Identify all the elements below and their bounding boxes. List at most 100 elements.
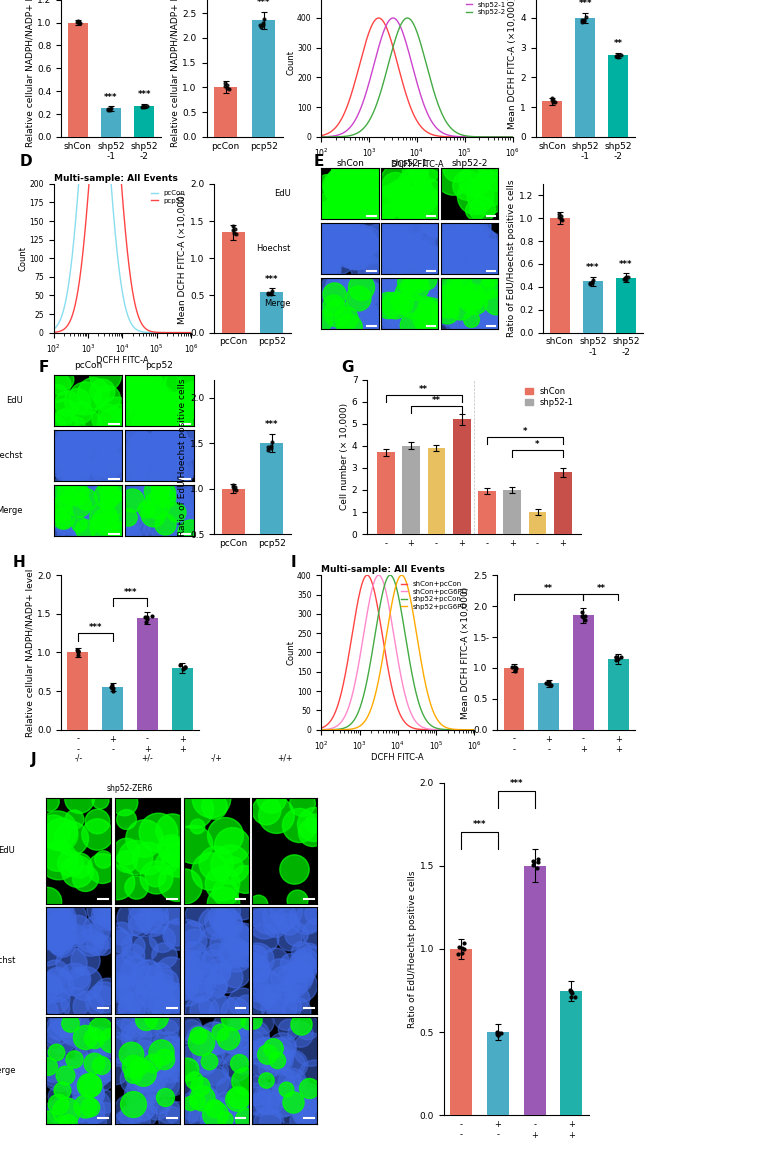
Point [461, 176, 474, 195]
Point [402, 299, 415, 318]
Point [362, 285, 374, 304]
Point [358, 317, 370, 336]
Point [399, 302, 411, 321]
Point [260, 1071, 272, 1089]
Point [146, 1053, 158, 1072]
Point [288, 1092, 300, 1111]
Point [249, 964, 261, 983]
Text: shp52-ZER6: shp52-ZER6 [107, 784, 153, 792]
Point [400, 292, 412, 311]
Point [278, 1038, 290, 1057]
Point [115, 924, 127, 943]
Point [259, 1040, 272, 1059]
Point [332, 310, 344, 329]
Point [409, 236, 422, 255]
Point [122, 463, 134, 481]
Bar [451, 949, 472, 1115]
Point [224, 855, 236, 873]
Point [149, 1008, 161, 1027]
Point [279, 910, 291, 929]
Point [156, 1054, 168, 1073]
Bar [260, 444, 283, 580]
Point [42, 1057, 54, 1075]
shp52+pcCon [422, 714, 431, 728]
Y-axis label: Relative cellular NADPH/NADP+ level: Relative cellular NADPH/NADP+ level [25, 568, 34, 736]
Point [242, 1102, 254, 1121]
Point [174, 493, 187, 512]
Point [73, 433, 85, 452]
Point [96, 477, 109, 495]
Point [83, 514, 95, 533]
Point [146, 607, 158, 626]
Point [230, 963, 242, 981]
Point [469, 279, 481, 298]
Point [350, 308, 363, 326]
Point [493, 1024, 505, 1043]
Bar [524, 865, 545, 1115]
Text: Hoechst: Hoechst [256, 244, 291, 252]
Point [425, 255, 437, 274]
Point [423, 292, 435, 311]
Point [272, 1041, 285, 1060]
Point [51, 971, 63, 990]
Point [295, 1025, 307, 1044]
Point [449, 313, 461, 332]
Point [360, 231, 372, 250]
Point [420, 286, 432, 305]
Point [193, 976, 205, 994]
Point [422, 306, 435, 325]
Point [49, 990, 61, 1008]
Point [222, 1018, 234, 1037]
Point [336, 304, 348, 323]
Point [100, 492, 112, 511]
Point [236, 1018, 248, 1037]
Point [161, 425, 174, 444]
Point [210, 1038, 223, 1057]
Point [137, 486, 149, 505]
Point [50, 906, 63, 925]
Point [379, 277, 391, 296]
Point [565, 981, 577, 1000]
Point [73, 433, 85, 452]
Point [340, 279, 352, 298]
Point [69, 519, 81, 538]
Point [258, 913, 270, 932]
Point [200, 1055, 212, 1074]
Point [178, 393, 190, 412]
Point [159, 1087, 171, 1106]
Point [147, 505, 159, 524]
Point [127, 459, 139, 478]
shp52+pcCon [439, 722, 448, 736]
Point [254, 15, 266, 34]
Point [229, 1031, 241, 1050]
Point [179, 978, 191, 997]
Point [396, 290, 409, 309]
Point [265, 283, 277, 302]
Point [73, 13, 85, 32]
pcCon [105, 155, 114, 169]
Point [151, 407, 163, 426]
Point [109, 479, 121, 498]
Point [290, 1091, 302, 1109]
Point [483, 302, 496, 321]
Point [138, 1070, 151, 1088]
Point [131, 379, 143, 398]
Point [140, 1066, 152, 1085]
Point [136, 994, 148, 1013]
Point [316, 245, 328, 264]
Point [158, 421, 170, 440]
Point [48, 920, 60, 939]
Point [198, 1028, 210, 1047]
Point [348, 223, 360, 242]
Point [265, 284, 277, 303]
Point [495, 1024, 507, 1043]
Point [84, 929, 96, 947]
Point [405, 195, 417, 214]
Point [379, 299, 392, 318]
Point [249, 1088, 262, 1107]
Point [457, 264, 470, 283]
Point [212, 950, 224, 969]
Point [441, 297, 454, 316]
Point [319, 264, 331, 283]
Text: **: ** [432, 396, 441, 405]
